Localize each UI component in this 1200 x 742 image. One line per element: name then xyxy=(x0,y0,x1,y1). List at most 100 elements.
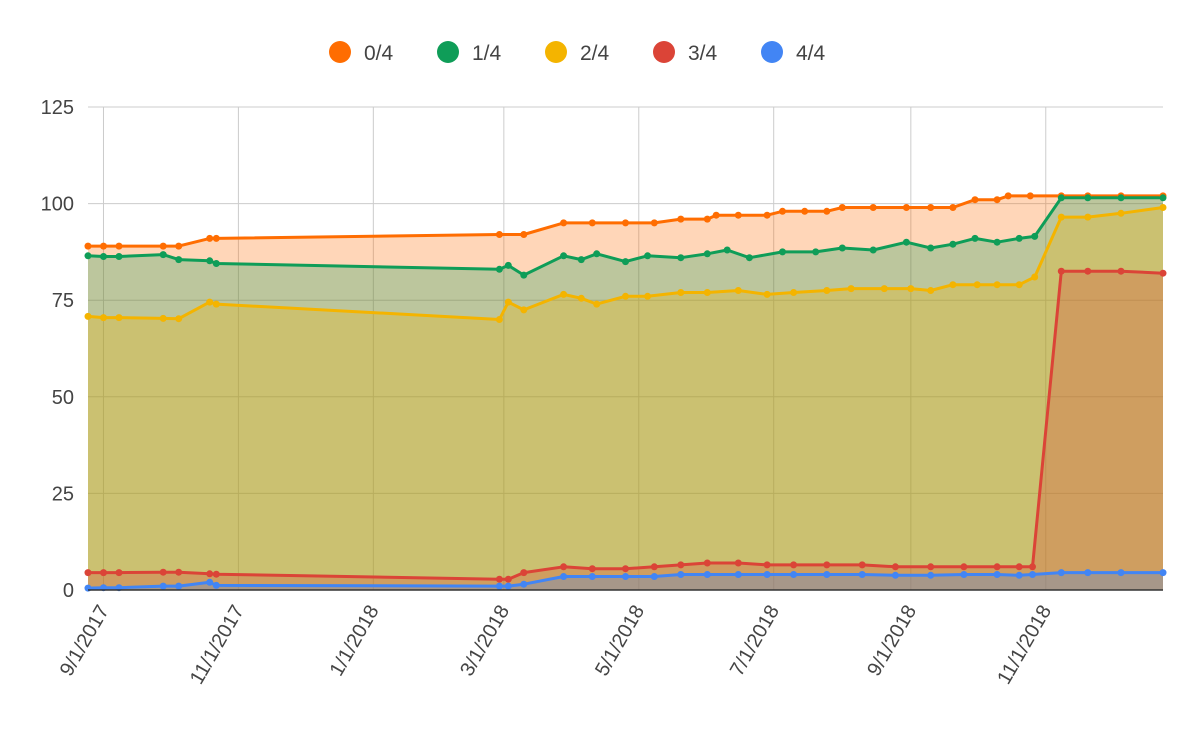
legend-item: 0/4 xyxy=(329,41,394,65)
data-point xyxy=(100,314,107,322)
series-area-0 xyxy=(88,195,1163,590)
data-point xyxy=(734,559,742,567)
data-point xyxy=(763,561,771,569)
y-tick-label: 125 xyxy=(41,97,74,119)
data-point xyxy=(206,234,214,242)
data-point xyxy=(520,306,528,314)
data-point xyxy=(927,563,935,571)
data-point xyxy=(622,565,629,573)
data-point xyxy=(1159,269,1167,277)
data-point xyxy=(734,211,742,219)
data-point xyxy=(858,571,866,578)
data-point xyxy=(734,571,742,578)
data-point xyxy=(790,571,798,578)
data-point xyxy=(593,300,601,308)
data-point xyxy=(650,573,658,580)
data-point xyxy=(763,211,771,219)
data-point xyxy=(644,292,652,300)
data-point xyxy=(949,281,957,289)
data-point xyxy=(115,253,123,260)
data-point xyxy=(100,569,107,577)
data-point xyxy=(993,571,1001,578)
data-point xyxy=(677,254,685,262)
legend-item: 3/4 xyxy=(653,41,718,65)
data-point xyxy=(206,578,214,586)
data-point xyxy=(159,582,167,590)
data-point xyxy=(588,219,596,227)
data-point xyxy=(495,231,503,238)
data-point xyxy=(175,256,183,264)
data-point xyxy=(1057,194,1065,202)
data-point xyxy=(212,260,220,267)
data-point xyxy=(520,231,528,238)
data-point xyxy=(644,252,652,260)
data-point xyxy=(703,559,711,567)
legend-label: 4/4 xyxy=(796,42,826,65)
legend-item: 4/4 xyxy=(761,41,826,65)
data-point xyxy=(1117,267,1125,275)
data-point xyxy=(560,219,568,227)
data-point xyxy=(973,281,981,289)
data-point xyxy=(1117,209,1125,217)
data-point xyxy=(1031,273,1039,281)
legend-label: 1/4 xyxy=(472,42,502,65)
series-line-1 xyxy=(87,196,1163,277)
data-point xyxy=(1057,569,1065,577)
data-point xyxy=(504,298,512,306)
data-point xyxy=(1084,194,1092,202)
data-point xyxy=(175,568,183,576)
data-point xyxy=(175,315,183,323)
data-point xyxy=(1029,571,1036,578)
data-point xyxy=(495,582,503,590)
data-point xyxy=(100,242,107,250)
data-point xyxy=(907,285,915,293)
y-axis-tick-labels: 0 25 50 75 100 125 xyxy=(41,97,74,602)
data-point xyxy=(723,246,731,254)
data-point xyxy=(560,252,568,260)
legend-swatch xyxy=(437,41,459,63)
data-point xyxy=(520,569,528,577)
data-point xyxy=(495,265,503,273)
x-tick-label: 3/1/2018 xyxy=(456,602,514,680)
data-point xyxy=(100,253,107,260)
data-point xyxy=(858,561,866,569)
legend-swatch xyxy=(761,41,783,63)
data-point xyxy=(838,244,846,252)
legend-label: 2/4 xyxy=(580,42,610,65)
legend-label: 0/4 xyxy=(364,42,394,65)
data-point xyxy=(560,563,568,571)
data-point xyxy=(960,571,968,578)
data-point xyxy=(869,204,877,211)
data-point xyxy=(159,242,167,250)
data-point xyxy=(1159,204,1167,211)
data-point xyxy=(993,281,1001,289)
data-point xyxy=(593,250,601,258)
chart-legend: 0/4 1/4 2/4 3/4 4/4 xyxy=(329,41,826,65)
data-point xyxy=(1015,234,1023,242)
x-tick-label: 9/1/2017 xyxy=(56,602,114,680)
data-point xyxy=(927,244,935,252)
data-point xyxy=(790,561,798,569)
data-point xyxy=(1117,569,1125,577)
legend-swatch xyxy=(545,41,567,63)
data-point xyxy=(560,573,568,580)
data-point xyxy=(949,240,957,248)
data-point xyxy=(650,563,658,571)
x-tick-label: 7/1/2018 xyxy=(726,602,784,680)
data-point xyxy=(993,238,1001,246)
x-tick-label: 11/1/2017 xyxy=(186,602,249,689)
data-point xyxy=(779,207,786,215)
data-point xyxy=(560,290,568,298)
data-point xyxy=(823,561,831,569)
data-point xyxy=(927,287,935,294)
data-point xyxy=(1015,563,1023,571)
data-point xyxy=(159,568,167,576)
x-tick-label: 1/1/2018 xyxy=(326,602,384,680)
chart-grid xyxy=(88,106,1163,590)
legend-swatch xyxy=(329,41,351,63)
data-point xyxy=(677,571,685,578)
legend-label: 3/4 xyxy=(688,42,718,65)
data-point xyxy=(84,569,92,577)
data-point xyxy=(84,312,92,320)
